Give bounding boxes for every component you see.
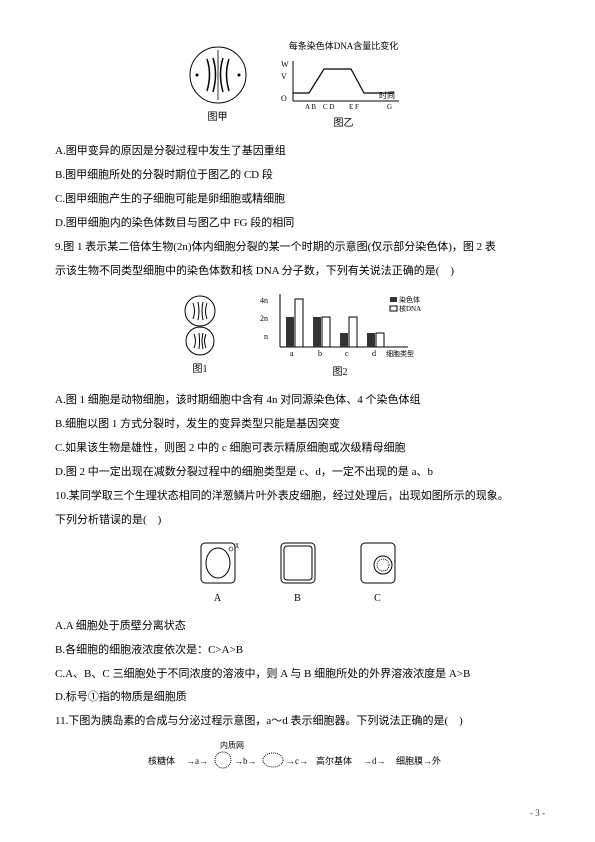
svg-text:G: G — [387, 103, 392, 111]
cell-icon — [277, 539, 319, 587]
svg-text:→c→: →c→ — [286, 756, 308, 766]
svg-text:→a→: →a→ — [186, 756, 208, 766]
svg-text:d: d — [372, 349, 376, 358]
figure-q9: 图1 4n 2n n a b c d 染色体 核DNA 细胞类型 图2 — [55, 289, 540, 382]
cell-A-label: A — [214, 589, 221, 608]
cell-A: ① A — [197, 539, 239, 608]
svg-text:核DNA: 核DNA — [399, 304, 421, 313]
q8-optB: B.图甲细胞所处的分裂时期位于图乙的 CD 段 — [55, 165, 540, 186]
svg-text:b: b — [318, 349, 322, 358]
svg-text:W: W — [281, 60, 289, 69]
q9-optD: D.图 2 中一定出现在减数分裂过程中的细胞类型是 c、d，一定不出现的是 a、… — [55, 462, 540, 483]
svg-text:A B: A B — [305, 103, 316, 111]
fig-jia-label: 图甲 — [208, 108, 228, 127]
line-chart-icon: W V O A B C D E F G 时间 — [279, 57, 409, 112]
cell-C-label: C — [374, 589, 381, 608]
svg-text:①: ① — [234, 542, 239, 550]
svg-text:V: V — [281, 72, 287, 81]
q9-fig1-label: 图1 — [193, 360, 208, 379]
svg-text:→b→: →b→ — [234, 756, 257, 766]
cell-B: B — [277, 539, 319, 608]
q9-stem1: 9.图 1 表示某二倍体生物(2n)体内细胞分裂的某一个时期的示意图(仅示部分染… — [55, 237, 540, 258]
q8-optA: A.图甲变异的原因是分裂过程中发生了基因重组 — [55, 141, 540, 162]
q10-optA: A.A 细胞处于质壁分离状态 — [55, 616, 540, 637]
svg-text:核糖体: 核糖体 — [148, 755, 175, 766]
q10-stem2: 下列分析错误的是( ) — [55, 510, 540, 531]
q10-optD: D.标号①指的物质是细胞质 — [55, 687, 540, 708]
svg-text:2n: 2n — [260, 314, 268, 323]
figure-q11: 核糖体 →a→ →b→ →c→ 高尔基体 →d→ 细胞膜→外 内质网 — [55, 740, 540, 782]
q8-optD: D.图甲细胞内的染色体数目与图乙中 FG 段的相同 — [55, 213, 540, 234]
q9-optB: B.细胞以图 1 方式分裂时，发生的变异类型只能是基因突变 — [55, 414, 540, 435]
q8-optC: C.图甲细胞产生的子细胞可能是卵细胞或精细胞 — [55, 189, 540, 210]
cell-icon: ① — [197, 539, 239, 587]
svg-text:内质网: 内质网 — [220, 740, 244, 750]
q10-optB: B.各细胞的细胞液浓度依次是：C>A>B — [55, 640, 540, 661]
q9-fig2-label: 图2 — [333, 363, 348, 382]
cell-division-icon — [173, 293, 228, 358]
q9-stem2: 示该生物不同类型细胞中的染色体数和核 DNA 分子数，下列有关说法正确的是( ) — [55, 261, 540, 282]
q10-stem1: 10.某同学取三个生理状态相同的洋葱鳞片叶外表皮细胞，经过处理后，出现如图所示的… — [55, 486, 540, 507]
svg-text:a: a — [290, 349, 294, 358]
svg-text:C D: C D — [323, 103, 334, 111]
svg-text:O: O — [281, 94, 287, 103]
fig-jia: 图甲 — [187, 44, 249, 127]
cell-C: C — [357, 539, 399, 608]
svg-text:时间: 时间 — [379, 90, 395, 100]
page-number: - 3 - — [530, 805, 545, 822]
q9-optA: A.图 1 细胞是动物细胞，该时期细胞中含有 4n 对同源染色体、4 个染色体组 — [55, 390, 540, 411]
cell-B-label: B — [294, 589, 301, 608]
fig-yi-label: 图乙 — [334, 114, 354, 133]
svg-text:染色体: 染色体 — [399, 295, 420, 304]
fig-q9-1: 图1 — [173, 293, 228, 379]
pathway-icon: 核糖体 →a→ →b→ →c→ 高尔基体 →d→ 细胞膜→外 内质网 — [148, 740, 448, 782]
svg-text:4n: 4n — [260, 296, 268, 305]
svg-text:细胞膜→外: 细胞膜→外 — [396, 755, 441, 766]
svg-text:→d→: →d→ — [363, 756, 386, 766]
q10-optC: C.A、B、C 三细胞处于不同浓度的溶液中，则 A 与 B 细胞所处的外界溶液浓… — [55, 664, 540, 685]
svg-text:c: c — [345, 349, 349, 358]
svg-text:高尔基体: 高尔基体 — [316, 755, 352, 766]
bar-chart-icon: 4n 2n n a b c d 染色体 核DNA 细胞类型 — [258, 289, 423, 361]
svg-text:n: n — [264, 332, 268, 341]
fig-q9-2: 4n 2n n a b c d 染色体 核DNA 细胞类型 图2 — [258, 289, 423, 382]
svg-text:细胞类型: 细胞类型 — [386, 349, 414, 358]
cell-circle-icon — [187, 44, 249, 106]
figure-q10: ① A B C — [55, 539, 540, 608]
q9-optC: C.如果该生物是雄性，则图 2 中的 c 细胞可表示精原细胞或次级精母细胞 — [55, 438, 540, 459]
cell-icon — [357, 539, 399, 587]
q11-stem: 11.下图为胰岛素的合成与分泌过程示意图，a～d 表示细胞器。下列说法正确的是(… — [55, 711, 540, 732]
svg-text:E F: E F — [349, 103, 359, 111]
axis-title: 每条染色体DNA含量比变化 — [289, 38, 399, 55]
fig-yi: 每条染色体DNA含量比变化 W V O A B C D E F G 时间 图乙 — [279, 38, 409, 133]
figure-q8: 图甲 每条染色体DNA含量比变化 W V O A B C D E F G 时间 … — [55, 38, 540, 133]
